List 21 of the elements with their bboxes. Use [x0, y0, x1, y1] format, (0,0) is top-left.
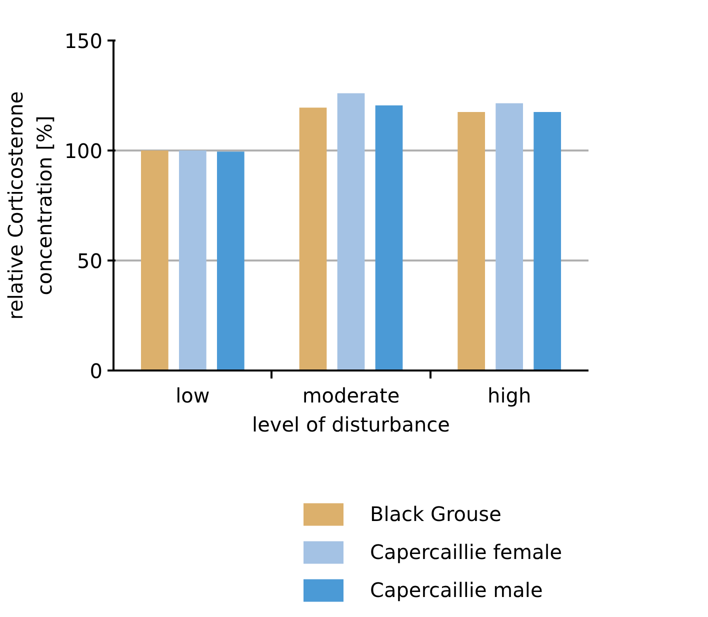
y-tick-label: 50: [77, 249, 103, 273]
bar: [178, 150, 206, 370]
bar: [337, 93, 365, 370]
y-tick-label: 150: [64, 29, 103, 53]
x-tick-label: high: [488, 384, 532, 408]
legend-label: Capercaillie male: [370, 578, 543, 602]
bar: [496, 103, 524, 370]
x-axis-title: level of disturbance: [252, 412, 450, 436]
legend-label: Black Grouse: [370, 502, 502, 526]
bar: [299, 108, 327, 370]
y-tick-label: 0: [90, 359, 103, 383]
bar: [458, 112, 486, 370]
y-axis-title: relative Corticosterone concentration [%]: [4, 91, 56, 320]
bar: [216, 152, 244, 370]
bar: [534, 112, 562, 370]
bar: [140, 150, 168, 370]
legend-label: Capercaillie female: [370, 540, 562, 564]
x-tick-label: moderate: [302, 384, 400, 408]
y-tick-label: 100: [64, 139, 103, 163]
x-tick-label: low: [176, 384, 210, 408]
bar: [375, 105, 403, 370]
